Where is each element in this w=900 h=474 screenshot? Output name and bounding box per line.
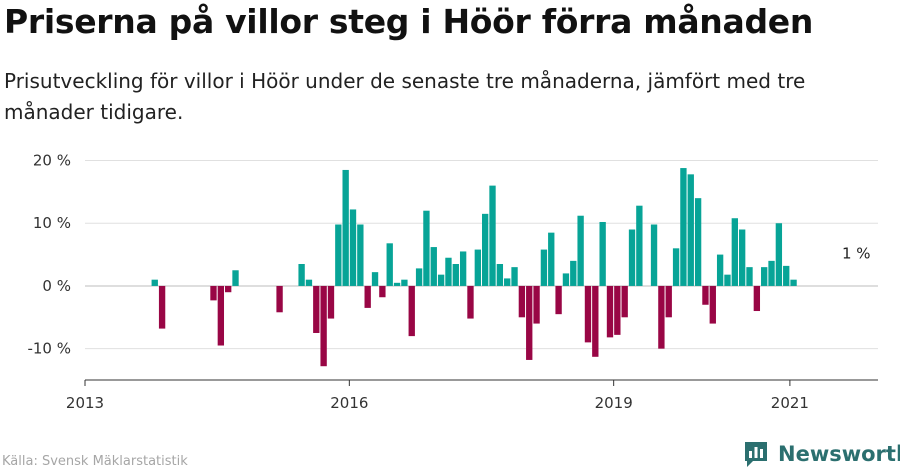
- bar: [474, 249, 481, 286]
- bar: [496, 264, 504, 286]
- bar: [526, 285, 533, 360]
- bar: [210, 285, 217, 301]
- bar: [694, 198, 702, 286]
- brand-logo: Newsworthy: [743, 440, 900, 468]
- bar: [592, 285, 599, 357]
- bar: [225, 285, 232, 293]
- bar: [349, 209, 357, 286]
- bar: [320, 285, 327, 367]
- bar: [716, 254, 724, 286]
- bar: [313, 285, 320, 333]
- bar: [724, 274, 731, 286]
- bar: [753, 285, 761, 312]
- bar: [452, 264, 459, 286]
- bar: [423, 210, 430, 286]
- bar: [437, 274, 445, 286]
- bar: [335, 224, 342, 286]
- bar: [401, 279, 408, 286]
- newsworthy-logo-icon: [745, 442, 767, 467]
- bar: [680, 168, 687, 286]
- bar: [628, 229, 636, 286]
- bar: [746, 267, 753, 286]
- bar: [393, 282, 401, 286]
- bar: [371, 272, 379, 286]
- bar: [445, 257, 452, 286]
- bar: [511, 267, 518, 286]
- x-tick-label: 2019: [595, 394, 633, 412]
- bar: [621, 285, 628, 318]
- x-tick-label: 2013: [66, 394, 104, 412]
- bar: [783, 265, 790, 286]
- bar: [415, 268, 423, 286]
- chart-title: Priserna på villor steg i Höör förra mån…: [4, 2, 814, 41]
- x-tick-label: 2016: [330, 394, 368, 412]
- y-tick-label: -10 %: [27, 340, 71, 358]
- bar: [459, 251, 467, 286]
- bar: [665, 285, 672, 318]
- bar: [709, 285, 716, 324]
- bar: [151, 279, 158, 286]
- bar: [702, 285, 709, 305]
- x-tick-label: 2021: [771, 394, 809, 412]
- bar: [738, 229, 746, 286]
- bar: [540, 249, 548, 286]
- bar: [408, 285, 415, 337]
- bar: [636, 205, 643, 286]
- bar: [364, 285, 371, 308]
- y-tick-label: 0 %: [42, 277, 71, 295]
- bar: [357, 224, 364, 286]
- bar: [327, 285, 335, 319]
- bar: [775, 223, 783, 286]
- bar: [298, 264, 305, 286]
- bar: [276, 285, 283, 313]
- bar: [614, 285, 621, 335]
- bar: [217, 285, 225, 346]
- bar: [430, 247, 437, 286]
- bar: [504, 278, 511, 286]
- bar: [658, 285, 665, 349]
- bar: [489, 185, 496, 286]
- bar: [768, 260, 775, 286]
- bar: [761, 267, 768, 286]
- y-tick-label: 20 %: [33, 152, 71, 170]
- bar: [232, 270, 239, 286]
- bar: [672, 248, 680, 286]
- bar: [158, 285, 166, 329]
- bar: [562, 273, 570, 286]
- bar: [650, 224, 658, 286]
- bar: [555, 285, 562, 315]
- bar: [687, 174, 694, 286]
- bar: [599, 221, 606, 286]
- bar-chart: 20 % 10 % 0 % -10 % 1 % 2013 2016 2019 2021: [27, 152, 878, 412]
- chart-subtitle: Prisutveckling för villor i Höör under d…: [4, 69, 806, 124]
- bar: [606, 285, 614, 338]
- bar: [386, 243, 393, 286]
- bar: [731, 218, 738, 286]
- bar: [577, 215, 584, 286]
- bar: [467, 285, 474, 319]
- bar: [342, 169, 349, 286]
- bar: [584, 285, 592, 343]
- y-tick-label: 10 %: [33, 214, 71, 232]
- bar: [482, 213, 489, 286]
- brand-name: Newsworthy: [778, 442, 900, 466]
- last-value-label: 1 %: [842, 245, 871, 263]
- bar: [518, 285, 526, 318]
- bar: [379, 285, 386, 298]
- bar: [570, 260, 577, 286]
- bar: [533, 285, 540, 324]
- bar: [790, 279, 797, 286]
- bar: [305, 279, 313, 286]
- source-note: Källa: Svensk Mäklarstatistik: [2, 454, 188, 469]
- bar: [548, 232, 555, 286]
